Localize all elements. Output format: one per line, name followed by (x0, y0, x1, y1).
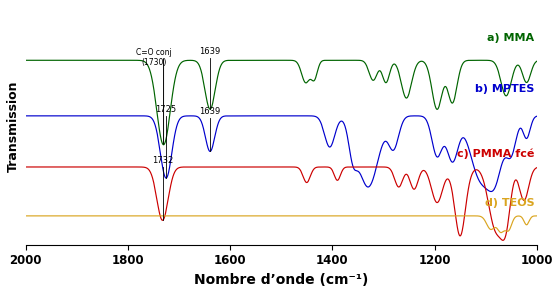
Text: 1639: 1639 (199, 107, 221, 116)
Text: 1725: 1725 (156, 105, 176, 114)
Text: b) MPTES: b) MPTES (475, 84, 534, 94)
Text: c) PMMA fcé: c) PMMA fcé (457, 148, 534, 159)
Text: a) MMA: a) MMA (487, 33, 534, 43)
Text: d) TEOS: d) TEOS (484, 198, 534, 208)
Text: 1732: 1732 (152, 156, 173, 165)
X-axis label: Nombre d’onde (cm⁻¹): Nombre d’onde (cm⁻¹) (194, 273, 368, 287)
Text: 1639: 1639 (199, 47, 221, 56)
Y-axis label: Transmission: Transmission (7, 80, 20, 172)
Text: C=O conj
(1730): C=O conj (1730) (137, 48, 172, 67)
